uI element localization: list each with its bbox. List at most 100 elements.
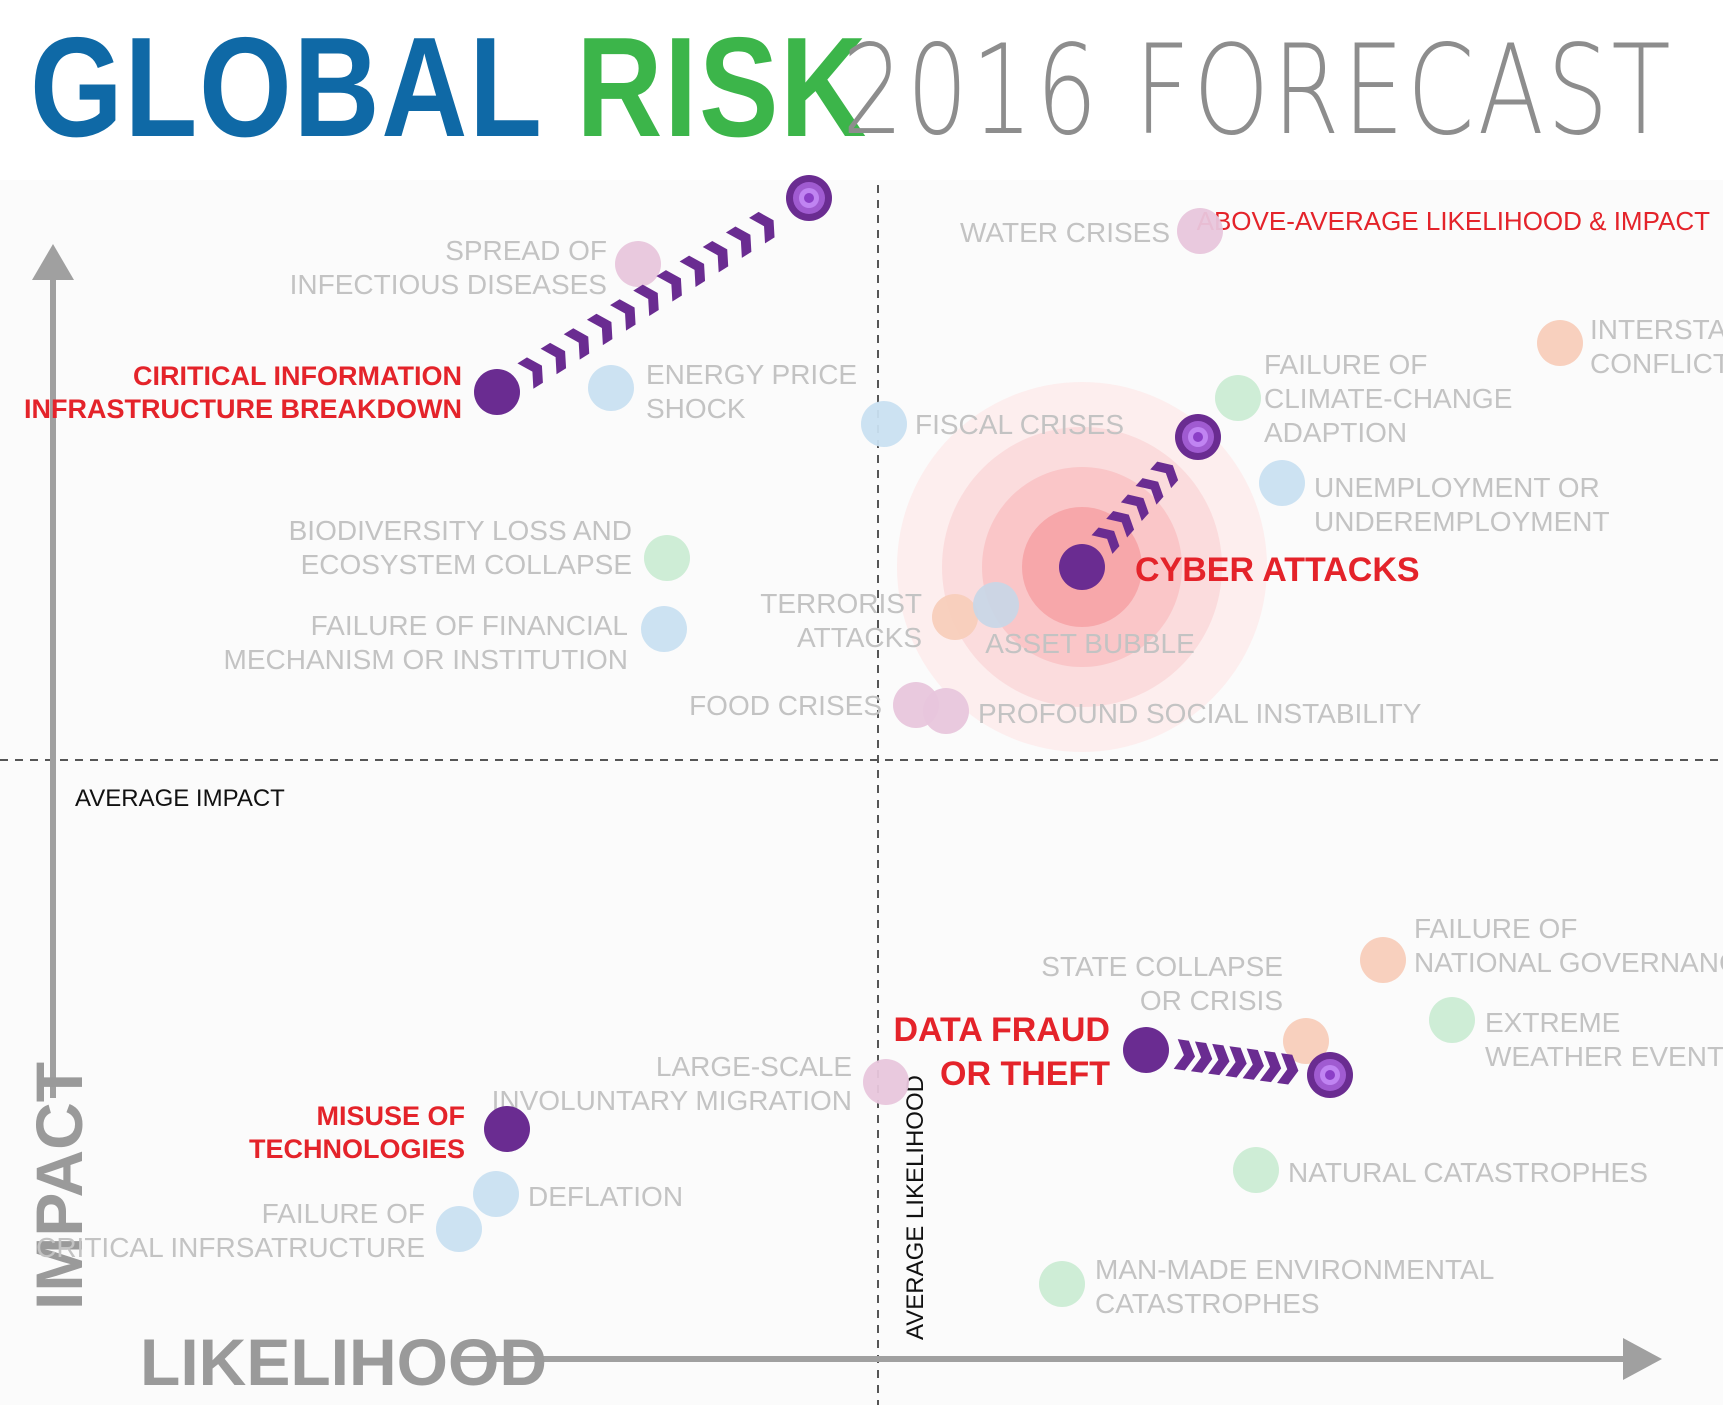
x-axis-label: LIKELIHOOD <box>140 1325 547 1399</box>
risk-point-label-line: NATIONAL GOVERNANCE <box>1414 947 1723 978</box>
chevron-icon <box>679 255 706 287</box>
risk-point-marker <box>1537 320 1583 366</box>
trend-arrow <box>1091 461 1179 554</box>
highlighted-risk-marker <box>1059 544 1105 590</box>
risk-point-marker <box>1259 460 1305 506</box>
chevron-icon <box>633 284 659 317</box>
risk-point-label-line: SPREAD OF <box>445 235 607 266</box>
chevron-icon <box>1120 494 1149 522</box>
risk-point-label-line: PROFOUND SOCIAL INSTABILITY <box>978 698 1422 729</box>
risk-point-label-line: INFECTIOUS DISEASES <box>290 269 607 300</box>
chevron-icon <box>1208 1043 1230 1076</box>
title-forecast: 2016 FORECAST <box>842 19 1674 163</box>
highlighted-risk-marker <box>484 1106 530 1152</box>
risk-point-label-line: BIODIVERSITY LOSS AND <box>289 515 632 546</box>
risk-point-label-line: UNDEREMPLOYMENT <box>1314 506 1610 537</box>
risk-point-label-line: ECOSYSTEM COLLAPSE <box>301 549 632 580</box>
arrow-target-icon <box>1307 1052 1353 1098</box>
chevron-icon <box>563 328 590 360</box>
chevron-icon <box>1150 461 1179 489</box>
risk-point-label-line: WEATHER EVENTS <box>1485 1041 1723 1072</box>
risk-point-marker <box>861 401 907 447</box>
risk-point-label-line: FAILURE OF <box>1264 349 1427 380</box>
risk-point-label-line: EXTREME <box>1485 1007 1620 1038</box>
risk-point: FISCAL CRISES <box>861 401 1124 447</box>
risk-point-label-line: UNEMPLOYMENT OR <box>1314 472 1600 503</box>
plot-background <box>0 180 1723 1405</box>
risk-point-label-line: OR CRISIS <box>1140 985 1283 1016</box>
average-likelihood-label: AVERAGE LIKELIHOOD <box>902 1075 929 1340</box>
highlighted-risk: DATA FRAUD OR THEFT <box>893 1011 1169 1093</box>
risk-point-marker <box>863 1059 909 1105</box>
arrow-target-icon <box>1175 414 1221 460</box>
chevron-icon <box>725 226 752 258</box>
risk-point-label-line: FOOD CRISES <box>689 690 882 721</box>
risk-point-label-line: INVOLUNTARY MIGRATION <box>492 1085 852 1116</box>
risk-point-marker <box>1233 1147 1279 1193</box>
trend-arrow <box>517 211 775 389</box>
risk-point-marker <box>1039 1261 1085 1307</box>
risk-point-label-line: FAILURE OF <box>1414 913 1577 944</box>
risk-point: DEFLATION <box>473 1171 683 1217</box>
chevron-icon <box>1135 478 1164 505</box>
chevron-icon <box>586 313 613 346</box>
chevron-icon <box>1225 1046 1247 1078</box>
risk-point-label-line: LARGE-SCALE <box>656 1051 852 1082</box>
chevron-icon <box>1242 1048 1264 1080</box>
chevron-icon <box>517 357 543 389</box>
risk-point: PROFOUND SOCIAL INSTABILITY <box>923 688 1422 734</box>
risk-point-marker <box>1177 208 1223 254</box>
risk-point-marker <box>644 535 690 581</box>
risk-point-marker <box>1283 1018 1329 1064</box>
highlighted-risk-label-line: INFRASTRUCTURE BREAKDOWN <box>24 394 462 424</box>
title-risk: RISK <box>576 8 869 167</box>
highlighted-risk-label-line: CIRITICAL INFORMATION <box>133 361 462 391</box>
risk-point-marker <box>932 594 978 640</box>
chevron-icon <box>656 270 682 302</box>
risk-point-label-line: CONFLICT <box>1590 348 1723 379</box>
risk-point-label-line: FAILURE OF <box>262 1198 425 1229</box>
trend-arrows <box>517 175 1353 1098</box>
risk-point-label-line: FISCAL CRISES <box>915 409 1124 440</box>
risk-point-marker <box>1360 937 1406 983</box>
risk-point: NATURAL CATASTROPHES <box>1233 1147 1648 1193</box>
highlighted-risk-label-line: DATA FRAUD <box>893 1011 1110 1049</box>
risk-point-label-line: ADAPTION <box>1264 417 1407 448</box>
risk-point-label-line: CLIMATE-CHANGE <box>1264 383 1512 414</box>
title-global-risk: GLOBAL RISK <box>30 8 868 168</box>
y-axis-label: IMPACT <box>22 1062 96 1310</box>
highlighted-risk-marker <box>1123 1027 1169 1073</box>
risk-point-marker <box>436 1206 482 1252</box>
risk-point-label-line: CATASTROPHES <box>1095 1288 1320 1319</box>
arrow-target-icon <box>786 175 832 221</box>
chevron-icon <box>1190 1041 1213 1073</box>
chevron-icon <box>1091 527 1120 554</box>
risk-point-label-line: INTERSTATE <box>1590 314 1723 345</box>
risk-point-marker <box>588 365 634 411</box>
risk-point-marker <box>615 241 661 287</box>
trend-arrow <box>1173 1039 1299 1085</box>
risk-point-label-line: MAN-MADE ENVIRONMENTAL <box>1095 1254 1494 1285</box>
average-impact-label: AVERAGE IMPACT <box>75 785 285 812</box>
chevron-icon <box>749 211 775 244</box>
highlighted-risk-label-line: OR THEFT <box>940 1055 1110 1093</box>
highlighted-risk-label-line: TECHNOLOGIES <box>249 1134 465 1164</box>
risk-point-marker <box>473 1171 519 1217</box>
likelihood-axis-arrow <box>460 1338 1662 1380</box>
risk-point-marker <box>1215 375 1261 421</box>
chevron-icon <box>1259 1050 1282 1083</box>
